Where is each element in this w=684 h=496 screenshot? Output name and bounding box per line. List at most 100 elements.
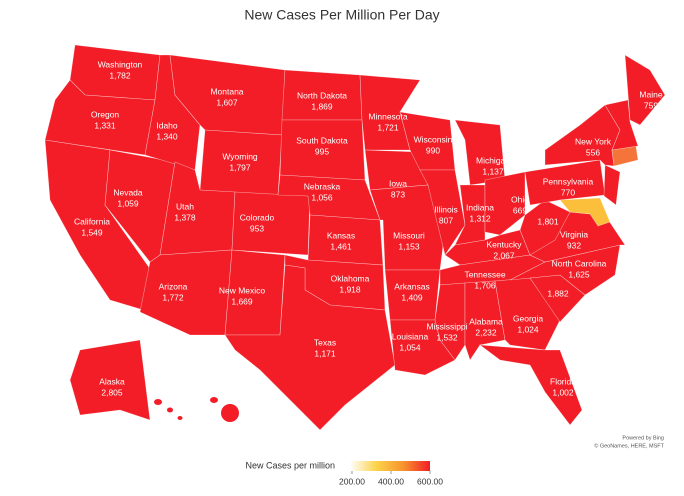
state-name: Washington: [98, 59, 143, 69]
state-name: Mississippi: [426, 321, 467, 331]
state-name: Pennsylvania: [543, 176, 594, 186]
value-label: 953: [250, 223, 264, 233]
value-label: 1,054: [399, 342, 421, 352]
state-shape: [559, 197, 611, 227]
island: [177, 416, 183, 420]
state-name: Louisiana: [392, 331, 429, 341]
state-name: New York: [575, 136, 612, 146]
state-name: California: [74, 216, 110, 226]
value-label: 1,869: [311, 101, 333, 111]
state-name: Missouri: [393, 230, 425, 240]
value-label: 1,918: [339, 284, 361, 294]
value-label: 1,882: [547, 288, 569, 298]
state-name: Arizona: [159, 281, 188, 291]
state-shape: [604, 99, 639, 151]
state-name: Wyoming: [222, 151, 258, 161]
island: [210, 397, 218, 403]
value-label: 1,312: [469, 213, 491, 223]
value-label: 990: [426, 145, 440, 155]
value-label: 932: [567, 240, 581, 250]
value-label: 1,461: [330, 241, 352, 251]
value-label: 1,532: [436, 332, 458, 342]
island: [221, 404, 239, 422]
state-name: Idaho: [156, 120, 178, 130]
value-label: 807: [439, 215, 453, 225]
value-label: 995: [315, 146, 329, 156]
value-label: 1,549: [81, 227, 103, 237]
state-name: North Dakota: [297, 90, 347, 100]
state-name: Georgia: [513, 313, 544, 323]
state-name: Illinois: [434, 204, 458, 214]
state-name: Kentucky: [487, 239, 523, 249]
state: [231, 191, 311, 256]
value-label: 1,137: [482, 166, 504, 176]
value-label: 1,669: [231, 296, 253, 306]
state-name: Oregon: [91, 109, 120, 119]
state-name: Maine: [639, 89, 662, 99]
state-name: Ohio: [511, 194, 529, 204]
value-label: 2,805: [101, 387, 123, 397]
value-label: 1,378: [174, 212, 196, 222]
value-label: 1,801: [537, 216, 559, 226]
value-label: 2,067: [493, 250, 515, 260]
state-name: Alabama: [469, 316, 503, 326]
value-label: 1,772: [162, 292, 184, 302]
state-shape: [603, 164, 621, 206]
value-label: 1,706: [474, 280, 496, 290]
state-name: Colorado: [240, 212, 275, 222]
value-label: 1,625: [568, 269, 590, 279]
island: [154, 399, 162, 405]
value-label: 1,331: [94, 120, 116, 130]
state: [484, 171, 526, 236]
state: [224, 264, 396, 431]
value-label: 1,797: [229, 162, 251, 172]
value-label: 1,056: [311, 192, 333, 202]
chart-title: New Cases Per Million Per Day: [244, 7, 439, 23]
value-label: 1,721: [377, 122, 399, 132]
legend: 200.00 400.00 600.00: [339, 471, 443, 486]
state: [624, 54, 666, 126]
state-name: Texas: [314, 337, 336, 347]
value-label: 1,782: [109, 70, 131, 80]
value-label: 1,171: [314, 348, 336, 358]
value-label: 1,409: [401, 292, 423, 302]
state: [419, 169, 466, 256]
credit: © GeoNames, HERE, MSFT: [594, 442, 664, 449]
states: [44, 44, 666, 431]
value-label: 2,232: [475, 327, 497, 337]
state-name: New Mexico: [219, 285, 266, 295]
credit: Powered by Bing: [622, 435, 664, 441]
state-name: Michigan: [476, 155, 510, 165]
value-label: 1,002: [552, 387, 574, 397]
state-name: Nebraska: [304, 181, 341, 191]
value-label: 1,153: [398, 241, 420, 251]
state-name: North Carolina: [552, 258, 607, 268]
legend-tick-label: 400.00: [378, 476, 404, 486]
state-name: Minnesota: [368, 111, 407, 121]
state-name: Wisconsin: [414, 134, 453, 144]
value-label: 669: [513, 205, 527, 215]
state-name: Virginia: [560, 229, 588, 239]
state-name: Utah: [176, 201, 194, 211]
state-name: Oklahoma: [331, 273, 370, 283]
state-name: Florida: [550, 376, 576, 386]
state-name: Arkansas: [394, 281, 429, 291]
legend-tick-label: 600.00: [417, 476, 443, 486]
value-label: 1,059: [117, 198, 139, 208]
island: [167, 407, 173, 413]
value-label: 770: [561, 187, 575, 197]
state: [509, 244, 621, 296]
value-label: 1,024: [517, 324, 539, 334]
state-name: Tennessee: [464, 269, 505, 279]
value-label: 759: [644, 100, 658, 110]
state-name: Indiana: [466, 202, 494, 212]
value-label: 873: [391, 189, 405, 199]
state-name: Montana: [210, 86, 243, 96]
state: [524, 159, 606, 206]
value-label: 1,340: [156, 131, 178, 141]
state: [478, 344, 583, 426]
state-name: South Dakota: [296, 135, 348, 145]
legend-gradient: [350, 461, 430, 471]
